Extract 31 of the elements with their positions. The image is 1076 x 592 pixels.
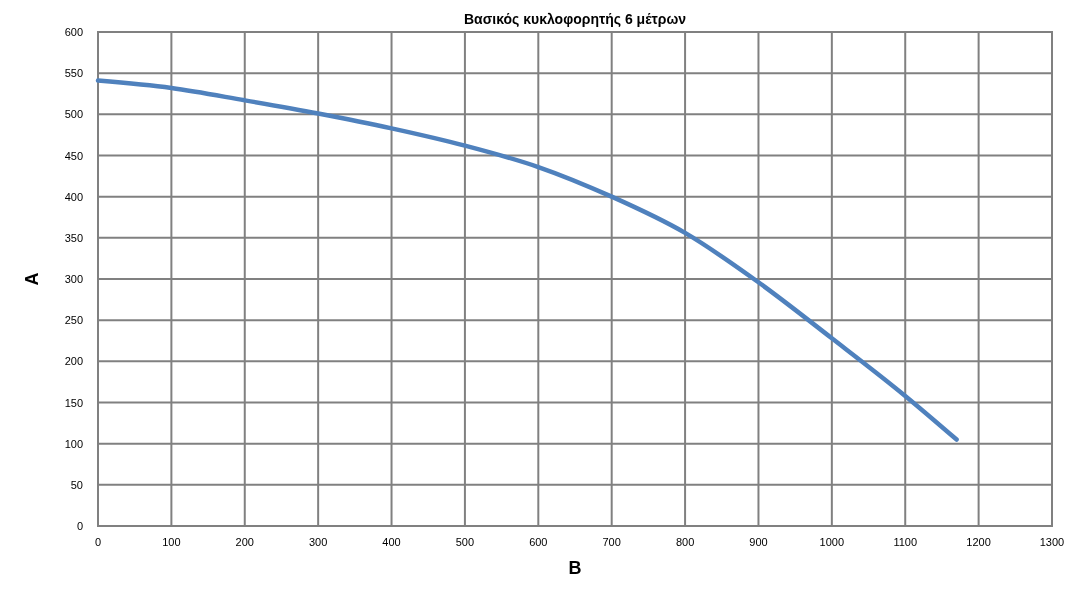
y-tick-label: 150 — [64, 396, 83, 409]
x-tick-label: 500 — [455, 536, 475, 548]
x-tick-label: 1000 — [819, 536, 845, 548]
y-tick-label: 500 — [64, 108, 83, 121]
y-tick-label: 600 — [64, 26, 83, 38]
x-tick-label: 1300 — [1039, 536, 1065, 548]
chart-title: Βασικός κυκλοφορητής 6 μέτρων — [463, 11, 687, 27]
y-tick-label: 200 — [64, 355, 83, 368]
x-tick-label: 200 — [235, 536, 254, 548]
x-tick-label: 800 — [675, 536, 695, 548]
y-tick-label: 100 — [64, 437, 83, 450]
y-tick-label: 550 — [64, 67, 83, 80]
y-axis-title: A — [22, 272, 42, 286]
x-tick-label: 300 — [308, 536, 328, 548]
y-tick-label: 450 — [64, 149, 83, 162]
x-tick-label: 900 — [749, 536, 768, 548]
y-tick-label: 250 — [64, 314, 83, 327]
x-tick-label: 1100 — [893, 536, 918, 548]
y-tick-label: 300 — [64, 273, 83, 285]
line-series — [95, 78, 959, 442]
x-tick-label: 600 — [529, 536, 548, 548]
x-tick-label: 0 — [94, 536, 102, 548]
x-tick-label: 700 — [602, 536, 621, 548]
x-tick-label: 1200 — [966, 536, 991, 548]
y-tick-label: 350 — [64, 231, 83, 244]
x-tick-label: 400 — [382, 536, 401, 548]
y-tick-label: 0 — [76, 520, 83, 532]
x-axis-title: B — [568, 558, 582, 578]
y-tick-label: 50 — [70, 478, 83, 491]
y-tick-label: 400 — [64, 190, 83, 203]
x-tick-label: 100 — [162, 536, 181, 548]
